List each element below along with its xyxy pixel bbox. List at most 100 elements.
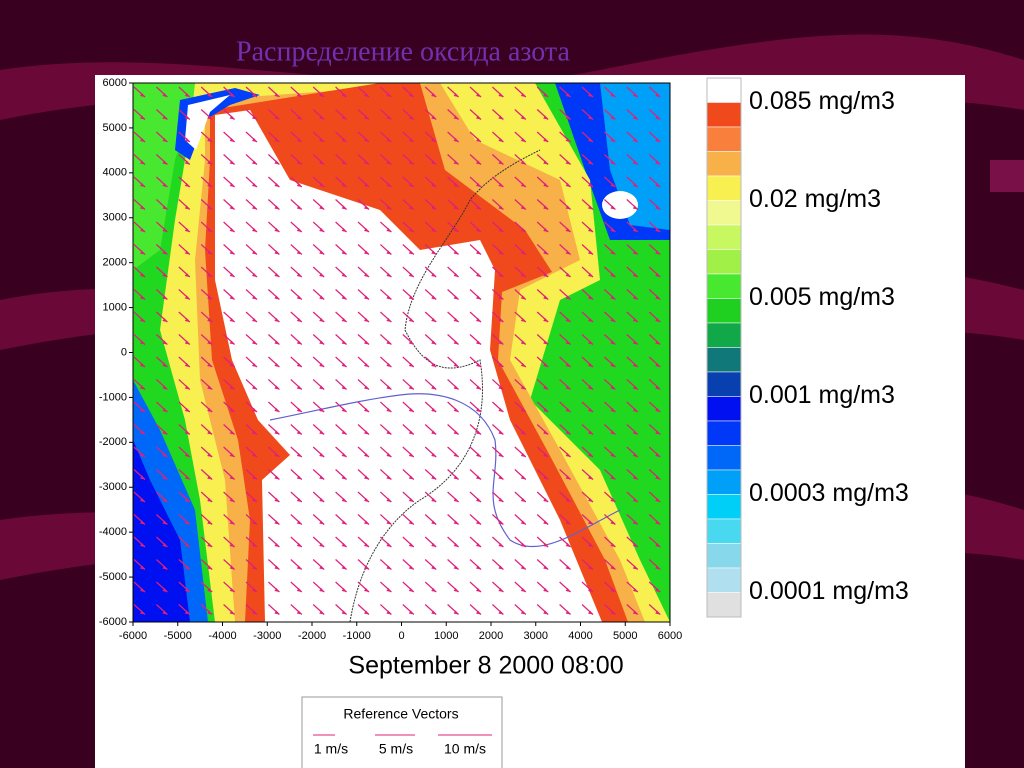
wind-arrowhead: [453, 340, 459, 345]
wind-arrowhead: [565, 363, 571, 367]
wind-arrowhead: [274, 273, 280, 277]
wind-arrowhead: [229, 273, 235, 277]
wind-arrowhead: [229, 250, 235, 255]
legend-swatch: [706, 469, 742, 495]
timestamp: September 8 2000 08:00: [348, 652, 623, 680]
wind-arrowhead: [610, 543, 616, 547]
wind-arrowhead: [386, 340, 392, 345]
x-tick-label: 3000: [524, 630, 548, 642]
wind-arrowhead: [655, 363, 661, 367]
wind-arrowhead: [632, 295, 638, 300]
wind-arrowhead: [341, 565, 347, 570]
reference-box: [301, 696, 503, 768]
wind-arrowhead: [274, 430, 280, 435]
wind-arrowhead: [184, 408, 190, 412]
wind-arrowhead: [207, 520, 213, 525]
wind-arrowhead: [140, 565, 145, 570]
wind-arrowhead: [520, 160, 526, 165]
wind-arrowhead: [498, 160, 504, 165]
wind-arrowhead: [274, 610, 280, 615]
wind-arrowhead: [588, 565, 593, 570]
wind-arrowhead: [364, 93, 369, 97]
wind-arrowhead: [610, 565, 616, 570]
wind-arrowhead: [632, 363, 638, 367]
wind-arrowhead: [364, 318, 369, 322]
wind-arrowhead: [431, 138, 437, 142]
wind-arrowhead: [296, 138, 302, 142]
wind-arrowhead: [341, 183, 347, 187]
wind-arrowhead: [543, 115, 549, 120]
wind-arrowhead: [476, 250, 481, 255]
wind-arrowhead: [162, 520, 168, 525]
wind-arrowhead: [520, 138, 526, 142]
wind-arrowhead: [498, 610, 504, 615]
wind-arrowhead: [498, 408, 504, 412]
wind-arrowhead: [207, 250, 213, 255]
wind-arrowhead: [296, 453, 302, 457]
wind-arrowhead: [543, 363, 549, 367]
wind-arrowhead: [632, 588, 638, 592]
wind-arrowhead: [453, 565, 459, 570]
wind-arrowhead: [364, 228, 369, 232]
x-tick-label: 0: [398, 630, 404, 642]
wind-arrowhead: [162, 138, 168, 142]
field-core: [215, 110, 602, 622]
wind-arrowhead: [632, 408, 638, 412]
wind-arrowhead: [610, 138, 616, 142]
wind-arrowhead: [408, 385, 414, 390]
wind-arrowhead: [229, 610, 235, 615]
wind-arrowhead: [520, 318, 526, 322]
wind-arrowhead: [140, 205, 145, 210]
wind-arrowhead: [498, 250, 504, 255]
wind-arrowhead: [162, 453, 168, 457]
wind-arrowhead: [319, 520, 325, 525]
wind-arrowhead: [386, 385, 392, 390]
wind-arrowhead: [543, 273, 549, 277]
wind-arrowhead: [565, 588, 571, 592]
wind-arrowhead: [229, 160, 235, 165]
wind-arrowhead: [274, 363, 280, 367]
legend-swatch: [706, 420, 742, 446]
wind-arrowhead: [386, 543, 392, 547]
wind-arrowhead: [162, 475, 168, 480]
wind-arrowhead: [476, 610, 481, 615]
wind-arrowhead: [610, 93, 616, 97]
wind-arrowhead: [140, 160, 145, 165]
legend-swatch: [706, 224, 742, 250]
wind-arrowhead: [476, 453, 481, 457]
wind-arrowhead: [162, 93, 168, 97]
wind-arrowhead: [632, 565, 638, 570]
legend-swatch: [706, 445, 742, 471]
wind-arrowhead: [565, 565, 571, 570]
wind-arrowhead: [162, 183, 168, 187]
wind-arrowhead: [296, 565, 302, 570]
wind-arrowhead: [252, 138, 257, 142]
wind-arrowhead: [565, 160, 571, 165]
wind-arrowhead: [364, 430, 369, 435]
wind-arrowhead: [588, 475, 593, 480]
wind-arrowhead: [655, 115, 661, 120]
wind-arrowhead: [162, 318, 168, 322]
wind-arrowhead: [431, 520, 437, 525]
wind-arrowhead: [319, 543, 325, 547]
wind-arrowhead: [296, 385, 302, 390]
wind-arrowhead: [431, 363, 437, 367]
wind-arrowhead: [341, 588, 347, 592]
wind-arrowhead: [274, 588, 280, 592]
wind-arrowhead: [476, 363, 481, 367]
wind-arrowhead: [319, 228, 325, 232]
wind-arrowhead: [655, 453, 661, 457]
y-tick-label: 1000: [103, 301, 127, 313]
wind-arrowhead: [140, 115, 145, 120]
wind-arrowhead: [408, 408, 414, 412]
wind-arrowhead: [453, 520, 459, 525]
wind-arrowhead: [543, 318, 549, 322]
wind-arrowhead: [386, 183, 392, 187]
wind-arrowhead: [543, 453, 549, 457]
wind-arrowhead: [252, 565, 257, 570]
wind-arrowhead: [162, 430, 168, 435]
wind-arrowhead: [655, 183, 661, 187]
wind-arrowhead: [520, 453, 526, 457]
wind-arrowhead: [408, 543, 414, 547]
